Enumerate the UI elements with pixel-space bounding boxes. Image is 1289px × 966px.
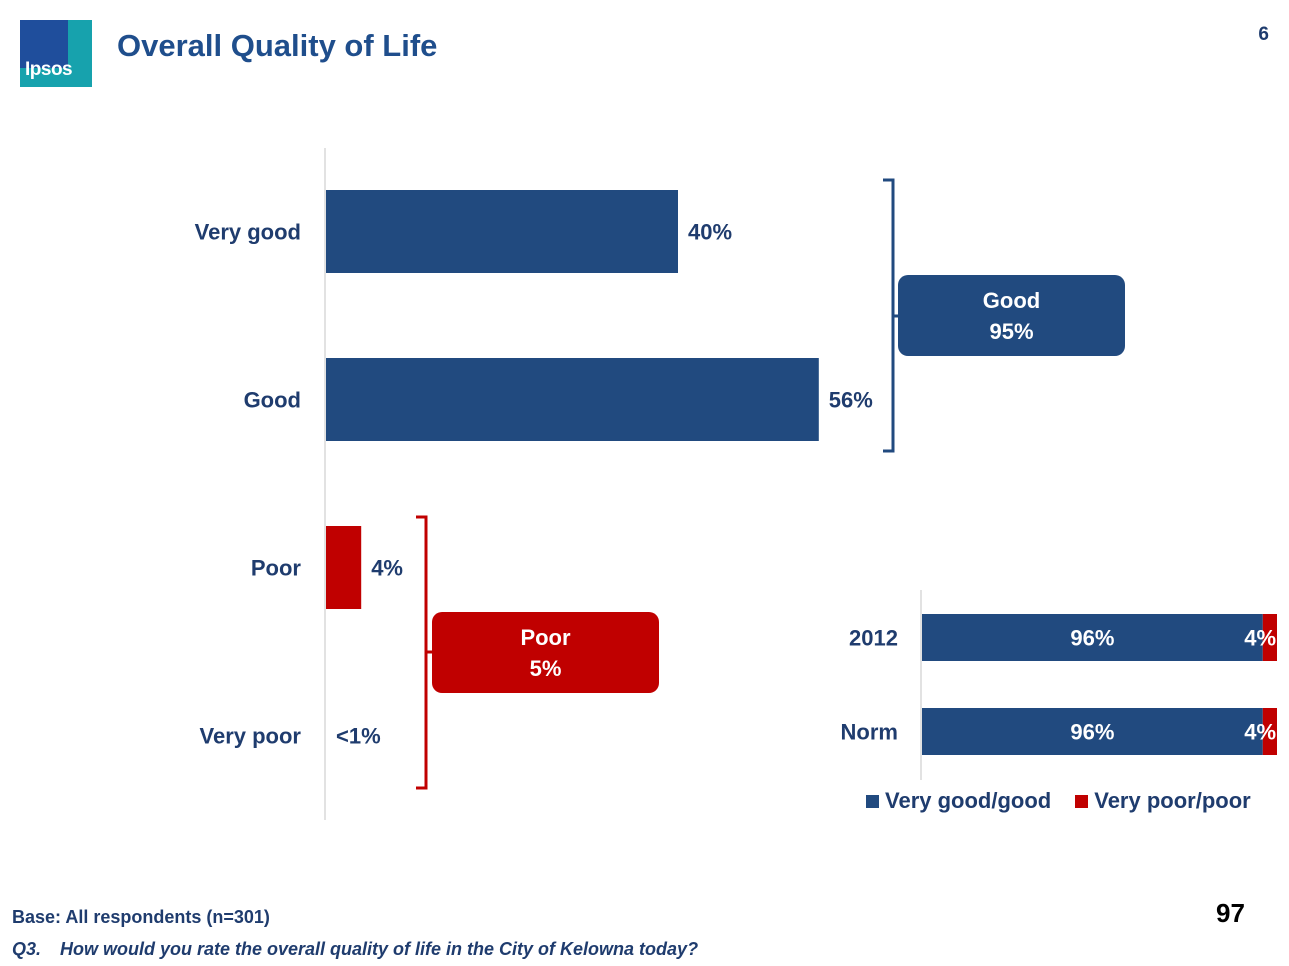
poor-bracket: [416, 515, 428, 790]
category-label-poor: Poor: [251, 556, 302, 581]
category-label-very-good: Very good: [195, 220, 301, 245]
poor-summary-value: 5%: [529, 655, 562, 681]
trend-bar-norm-very-good-good: [922, 708, 1263, 755]
legend-item-positive: Very good/good: [866, 788, 1051, 814]
page-number: 6: [1258, 24, 1269, 45]
good-summary-value: 95%: [989, 318, 1034, 344]
question-text: How would you rate the overall quality o…: [60, 939, 699, 959]
question-number: Q3.: [12, 939, 42, 959]
good-bracket: [883, 178, 895, 453]
category-label-good: Good: [244, 388, 301, 413]
category-label-very-poor: Very poor: [200, 724, 302, 749]
ipsos-logo: Ipsos: [20, 20, 92, 87]
base-note: Base: All respondents (n=301): [12, 907, 270, 927]
good-summary-label: Good: [982, 287, 1041, 313]
trend-value-norm-very-good-good: 96%: [1070, 720, 1114, 745]
bar-poor: [326, 526, 362, 609]
trend-bar-2012-very-poor-poor: [1262, 614, 1277, 661]
logo-square: [20, 20, 68, 68]
trend-category-2012: 2012: [849, 626, 898, 651]
value-label-poor: 4%: [371, 556, 403, 581]
trend-legend: Very good/good Very poor/poor: [866, 788, 1251, 814]
trend-bar-2012-very-good-good: [922, 614, 1263, 661]
value-label-very-poor: <1%: [336, 724, 381, 749]
bar-very-good: [326, 190, 678, 273]
legend-label-positive: Very good/good: [885, 788, 1052, 813]
slide-number: 97: [1216, 898, 1245, 928]
trend-value-2012-very-good-good: 96%: [1070, 626, 1114, 651]
legend-swatch-negative: [1075, 794, 1089, 808]
value-label-good: 56%: [829, 388, 873, 413]
bar-good: [326, 358, 819, 441]
trend-category-norm: Norm: [841, 720, 898, 745]
legend-swatch-positive: [866, 794, 879, 808]
page-title: Overall Quality of Life: [117, 28, 438, 63]
trend-value-norm-very-poor-poor: 4%: [1244, 720, 1276, 745]
question-note: Q3. How would you rate the overall qualit…: [12, 939, 698, 960]
trend-bar-norm-very-poor-poor: [1262, 708, 1277, 755]
good-summary-box: Good 95%: [898, 275, 1125, 356]
legend-label-negative: Very poor/poor: [1094, 788, 1251, 813]
trend-value-2012-very-poor-poor: 4%: [1244, 626, 1276, 651]
value-label-very-good: 40%: [688, 220, 732, 245]
logo-text: Ipsos: [25, 59, 73, 80]
legend-item-negative: Very poor/poor: [1075, 788, 1251, 814]
poor-summary-box: Poor 5%: [432, 612, 659, 693]
poor-summary-label: Poor: [520, 624, 571, 650]
